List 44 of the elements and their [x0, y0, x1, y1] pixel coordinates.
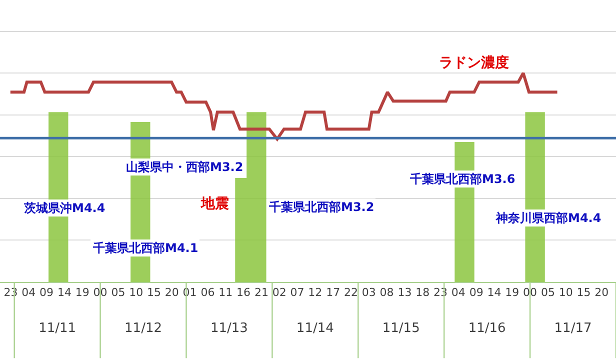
annotation: 千葉県北西部M4.1 [92, 241, 198, 255]
x-tick-label: 10 [558, 286, 573, 300]
x-tick-label: 04 [22, 286, 36, 300]
series-label: 地震 [200, 196, 229, 212]
x-tick-label: 14 [57, 286, 72, 300]
x-tick-label: 18 [416, 286, 430, 300]
x-tick-label: 19 [75, 286, 90, 300]
x-tick-label: 20 [594, 286, 609, 300]
annotation: 茨城県沖M4.4 [23, 201, 106, 215]
x-tick-label: 10 [129, 286, 144, 300]
x2-tick-label: 11/13 [210, 321, 248, 336]
x-tick-label: 19 [505, 286, 520, 300]
x-tick-label: 22 [344, 286, 358, 300]
x2-tick-label: 11/17 [554, 321, 592, 336]
x-tick-label: 16 [236, 286, 251, 300]
x2-tick-label: 11/12 [124, 321, 162, 336]
x-tick-label: 08 [380, 286, 394, 300]
x-tick-label: 09 [40, 286, 54, 300]
annotation: 千葉県北西部M3.2 [268, 200, 374, 214]
x-tick-label: 13 [398, 286, 412, 300]
x-tick-label: 21 [254, 286, 268, 300]
x-tick-label: 14 [487, 286, 502, 300]
x2-tick-label: 11/15 [382, 321, 420, 336]
x-tick-label: 07 [290, 286, 304, 300]
x-tick-label: 11 [218, 286, 233, 300]
x-tick-label: 20 [164, 286, 179, 300]
x2-tick-label: 11/11 [38, 321, 76, 336]
series-label: ラドン濃度 [439, 54, 509, 71]
x2-tick-label: 11/16 [468, 321, 506, 336]
x-tick-label: 04 [451, 286, 466, 300]
x-tick-label: 05 [111, 286, 126, 300]
annotation: 山梨県中・西部M3.2 [126, 160, 244, 174]
x-tick-label: 02 [272, 286, 286, 300]
x-tick-label: 03 [362, 286, 376, 300]
x-tick-label: 09 [469, 286, 484, 300]
x-tick-label: 17 [326, 286, 340, 300]
annotation: 神奈川県西部M4.4 [495, 211, 602, 225]
x-tick-label: 05 [540, 286, 555, 300]
x-tick-label: 12 [308, 286, 322, 300]
annotation: 千葉県北西部M3.6 [409, 172, 516, 186]
x2-tick-label: 11/14 [296, 321, 334, 336]
x-tick-label: 06 [200, 286, 215, 300]
x-tick-label: 15 [147, 286, 161, 300]
x-tick-label: 15 [576, 286, 591, 300]
